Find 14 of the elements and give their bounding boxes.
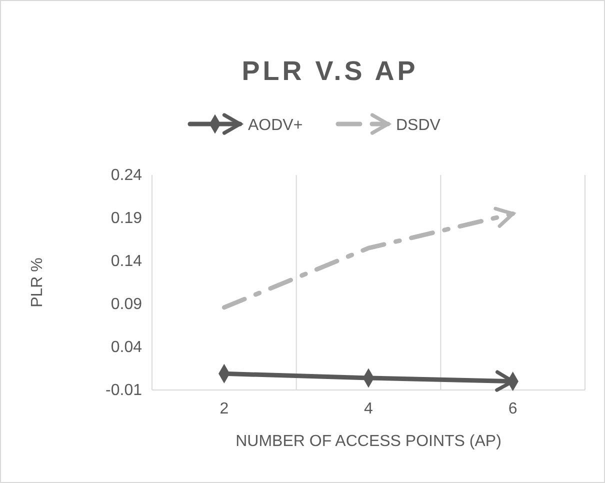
chart-title: PLR V.S AP (242, 56, 418, 86)
y-tick-label: -0.01 (106, 382, 142, 400)
y-tick-label: 0.09 (110, 296, 142, 314)
y-tick-label: 0.14 (110, 253, 142, 270)
y-axis-title: PLR % (29, 258, 46, 308)
x-axis-title: NUMBER OF ACCESS POINTS (AP) (236, 433, 502, 450)
x-tick-label: 4 (364, 400, 374, 418)
y-tick-label: 0.04 (110, 339, 142, 356)
x-tick-label: 6 (508, 400, 518, 418)
legend-label: AODV+ (248, 117, 303, 134)
y-tick-label: 0.19 (110, 210, 142, 228)
legend-label: DSDV (396, 117, 441, 134)
y-tick-label: 0.24 (110, 167, 142, 184)
x-tick-label: 2 (220, 400, 229, 418)
